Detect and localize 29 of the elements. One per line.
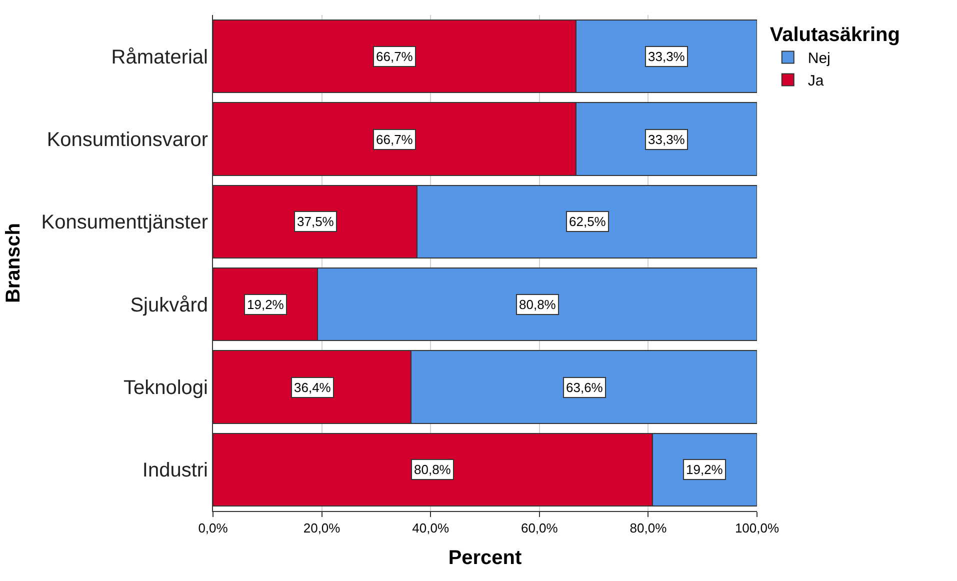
y-tick-label: Konsumtionsvaror xyxy=(46,129,208,151)
data-label: 62,5% xyxy=(569,214,606,229)
data-label: 37,5% xyxy=(297,214,334,229)
data-label: 66,7% xyxy=(376,132,414,147)
data-label: 33,3% xyxy=(648,49,686,64)
x-axis-title: Percent xyxy=(448,547,522,570)
data-label: 33,3% xyxy=(648,132,686,147)
legend-title: Valutasäkring xyxy=(770,24,900,46)
y-axis-title: Bransch xyxy=(2,222,25,304)
x-tick-label: 60,0% xyxy=(520,520,558,536)
data-label: 80,8% xyxy=(414,462,452,477)
x-tick-label: 20,0% xyxy=(303,520,341,536)
y-tick-label: Sjukvård xyxy=(130,294,208,316)
y-tick-label: Råmaterial xyxy=(111,46,208,68)
data-label: 80,8% xyxy=(519,297,556,312)
data-label: 36,4% xyxy=(294,380,332,395)
x-tick-label: 100,0% xyxy=(734,520,780,536)
legend-label: Ja xyxy=(808,72,824,90)
x-tick-label: 40,0% xyxy=(412,520,450,536)
x-tick-label: 0,0% xyxy=(198,520,228,536)
y-tick-label: Teknologi xyxy=(123,377,208,399)
y-tick-label: Industri xyxy=(142,460,208,482)
data-label: 19,2% xyxy=(247,297,284,312)
x-tick-label: 80,0% xyxy=(630,520,668,536)
data-label: 19,2% xyxy=(686,462,724,477)
data-label: 66,7% xyxy=(376,49,414,64)
y-tick-label: Konsumenttjänster xyxy=(41,212,208,234)
data-label: 63,6% xyxy=(566,380,604,395)
legend-label: Nej xyxy=(808,50,830,68)
